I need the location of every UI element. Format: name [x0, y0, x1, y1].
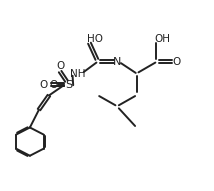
- Text: N: N: [113, 57, 121, 67]
- Text: O: O: [172, 57, 181, 67]
- Text: NH: NH: [70, 69, 86, 79]
- Text: O: O: [49, 80, 58, 90]
- Text: HO: HO: [87, 34, 103, 44]
- Text: O: O: [40, 80, 48, 90]
- Text: S: S: [65, 80, 72, 90]
- Text: O: O: [56, 61, 64, 71]
- Text: OH: OH: [154, 34, 170, 44]
